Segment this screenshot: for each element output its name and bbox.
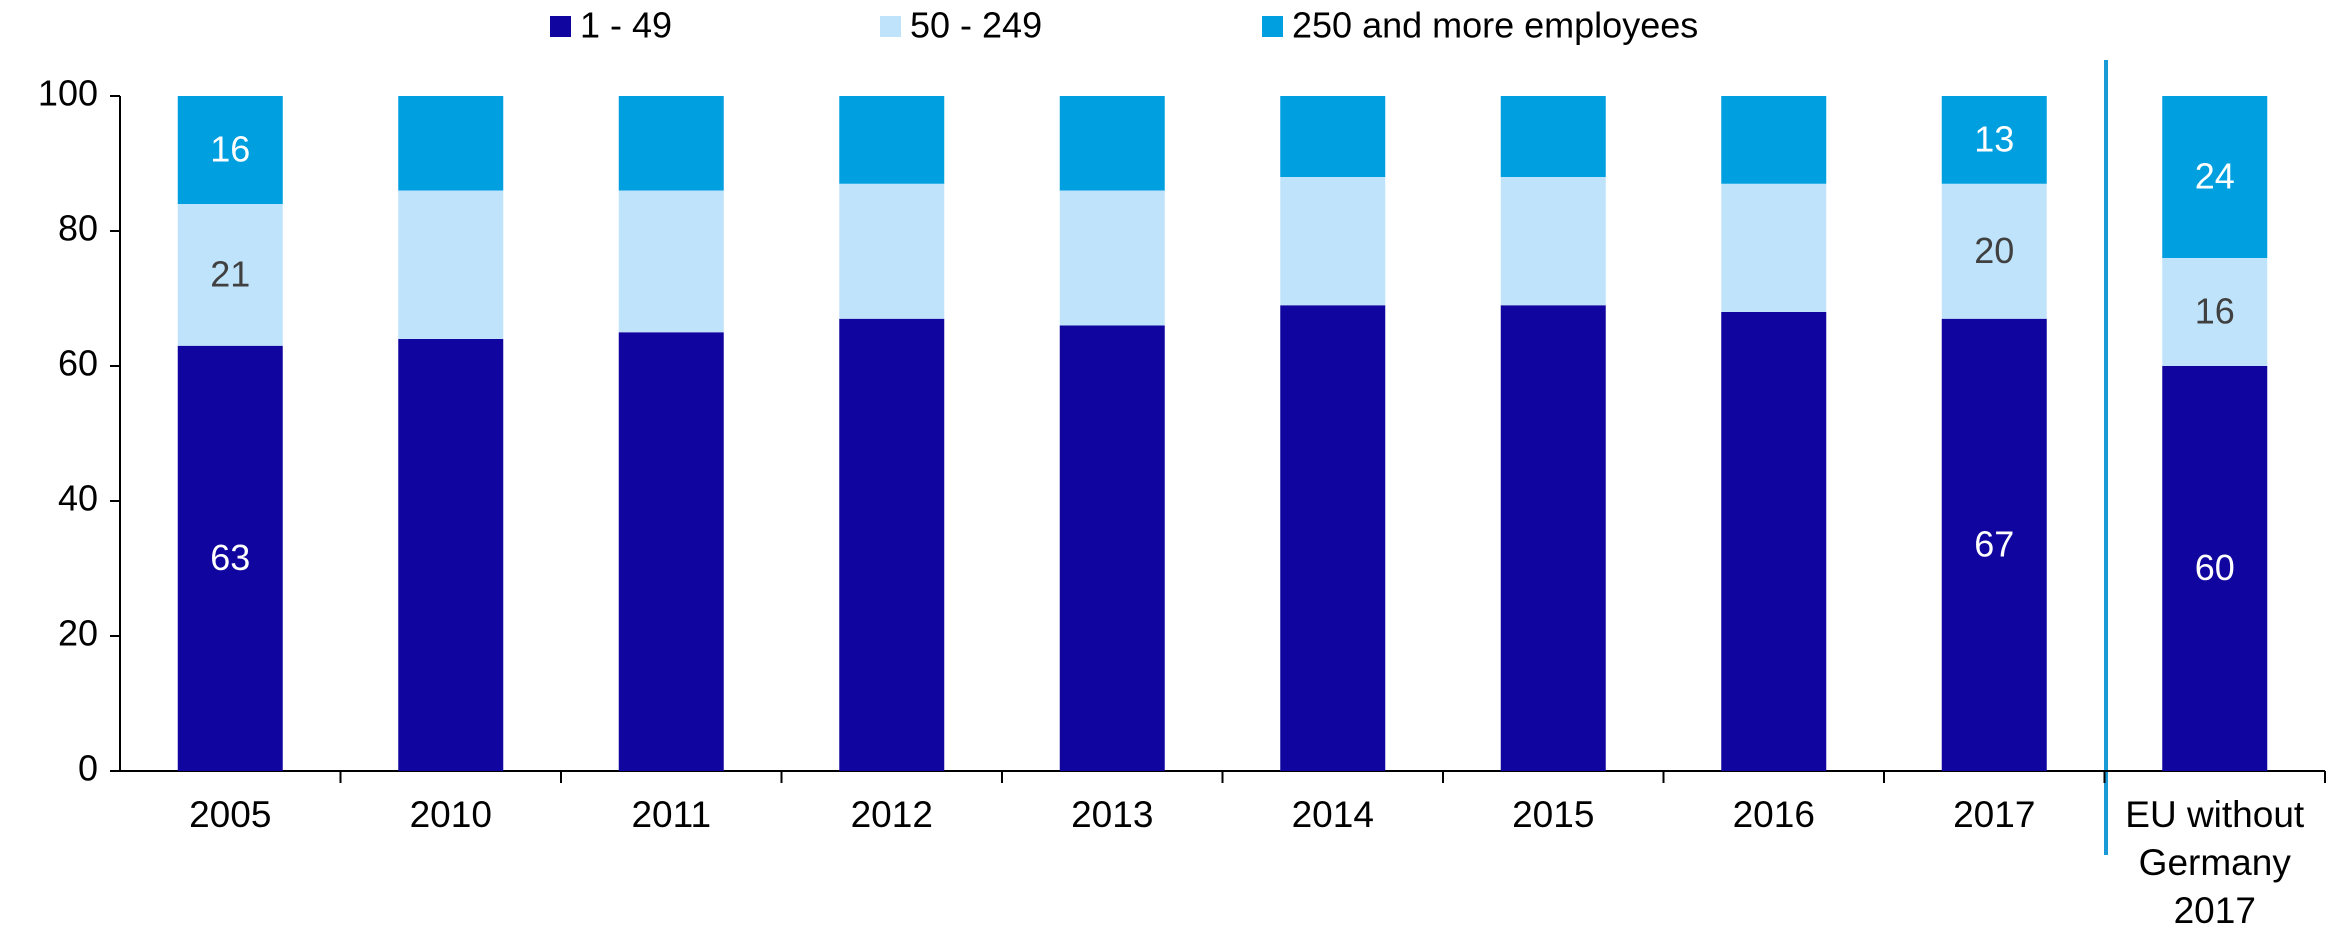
x-tick-label: 2010	[409, 794, 492, 835]
bar-segment	[1721, 183, 1827, 312]
x-tick-label-box: EU without Germany 2017	[2125, 794, 2305, 931]
data-label: 24	[2195, 156, 2235, 197]
data-label: 21	[210, 253, 250, 294]
bar-segment	[1059, 96, 1165, 191]
bar-segment	[1721, 96, 1827, 184]
y-tick-label: 20	[58, 613, 98, 654]
x-tick-label: 2012	[850, 794, 933, 835]
bar-segment	[398, 96, 504, 191]
legend-swatch	[550, 16, 571, 37]
legend-label: 250 and more employees	[1292, 5, 1698, 46]
legend-swatch	[880, 16, 901, 37]
bar-segment	[618, 96, 724, 191]
x-tick-label: 2005	[189, 794, 272, 835]
bar-segment	[1059, 190, 1165, 326]
x-tick-label: 2014	[1291, 794, 1374, 835]
y-tick-label: 40	[58, 478, 98, 519]
bar-segment	[1280, 96, 1386, 177]
bar-segment	[1280, 305, 1386, 771]
bar-segment	[1941, 183, 2047, 319]
y-tick-label: 60	[58, 343, 98, 384]
data-label: 60	[2195, 547, 2235, 588]
data-label: 13	[1974, 118, 2014, 159]
x-tick-label-box: 2012	[850, 794, 933, 835]
bar-segment	[1941, 318, 2047, 771]
bar-segment	[1721, 312, 1827, 771]
bar-segment	[1059, 325, 1165, 771]
bar-segment	[618, 332, 724, 771]
bar-segment	[1500, 305, 1606, 771]
x-tick-label-box: 2016	[1732, 794, 1815, 835]
y-tick-label: 0	[78, 748, 98, 789]
data-label: 16	[2195, 291, 2235, 332]
data-label: 20	[1974, 230, 2014, 271]
bar-segment	[839, 318, 945, 771]
x-tick-label-box: 2015	[1512, 794, 1595, 835]
legend-label: 50 - 249	[910, 5, 1042, 46]
bar-segment	[398, 339, 504, 771]
bar-segment	[1500, 177, 1606, 306]
x-tick-label: EU without Germany 2017	[2125, 794, 2305, 931]
y-tick-label: 80	[58, 208, 98, 249]
x-tick-label-box: 2011	[631, 794, 712, 835]
x-tick-label-box: 2005	[189, 794, 272, 835]
bar-segment	[1500, 96, 1606, 177]
bar-segment	[2162, 96, 2268, 258]
bar-segment	[1941, 96, 2047, 184]
data-label: 67	[1974, 523, 2014, 564]
bar-segment	[177, 96, 283, 204]
x-tick-label: 2013	[1071, 794, 1154, 835]
x-tick-label-box: 2010	[409, 794, 492, 835]
bar-segment	[398, 190, 504, 339]
x-tick-label-box: 2013	[1071, 794, 1154, 835]
bar-segment	[839, 96, 945, 184]
bar-segment	[839, 183, 945, 319]
x-tick-label: 2015	[1512, 794, 1595, 835]
x-tick-label: 2016	[1732, 794, 1815, 835]
legend-label: 1 - 49	[580, 5, 672, 46]
data-label: 63	[210, 537, 250, 578]
bar-segment	[618, 190, 724, 333]
bar-segment	[1280, 177, 1386, 306]
bar-segment	[2162, 366, 2268, 771]
x-tick-label: 2017	[1953, 794, 2036, 835]
bar-segment	[177, 345, 283, 771]
y-tick-label: 100	[38, 73, 98, 114]
bar-segment	[2162, 258, 2268, 366]
x-tick-label-box: 2014	[1291, 794, 1374, 835]
bar-segment	[177, 204, 283, 346]
x-tick-label-box: 2017	[1953, 794, 2036, 835]
legend-swatch	[1262, 16, 1283, 37]
data-label: 16	[210, 129, 250, 170]
x-tick-label: 2011	[631, 794, 712, 835]
